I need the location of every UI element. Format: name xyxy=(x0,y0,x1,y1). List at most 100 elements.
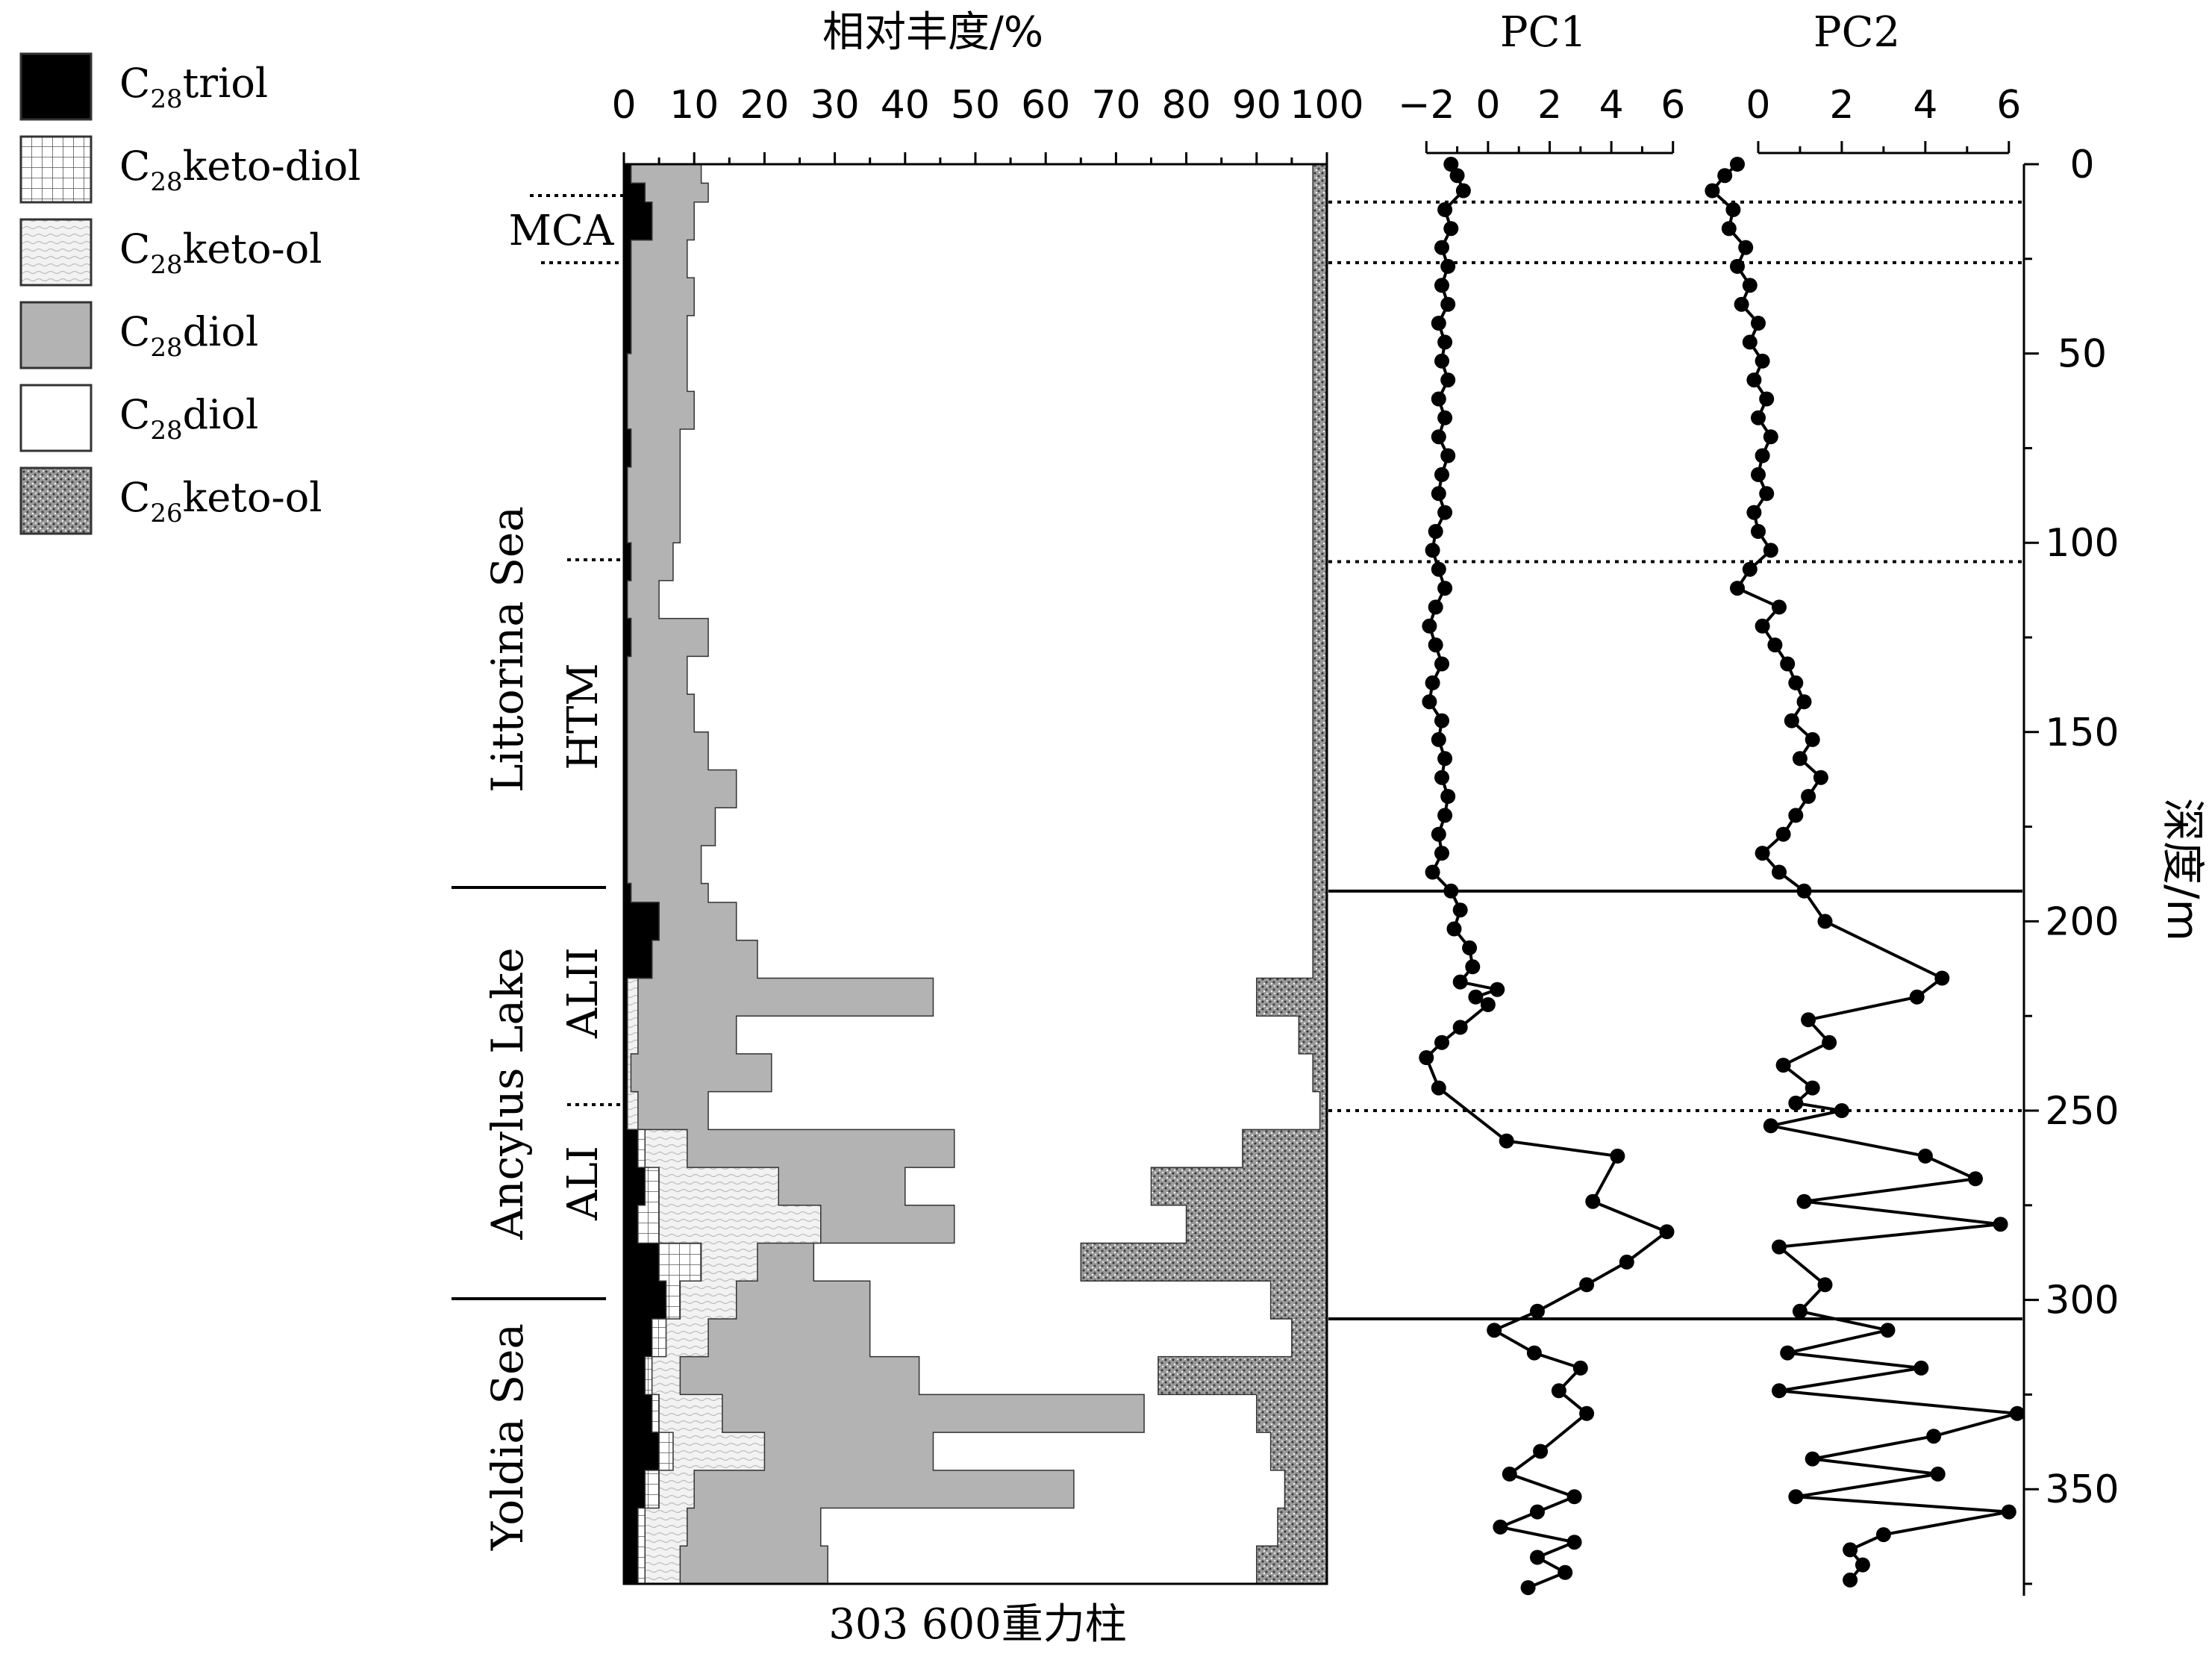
pc-lines xyxy=(1419,157,2025,1596)
pc1-point xyxy=(1428,637,1443,653)
pc2-point xyxy=(2010,1405,2025,1421)
stage-htm: HTM xyxy=(559,663,607,770)
pc2-point xyxy=(1796,883,1812,899)
pc-guide-lines xyxy=(1328,200,2022,1320)
core-label: 303 600重力柱 xyxy=(828,1600,1127,1649)
pc1-point xyxy=(1579,1277,1595,1293)
pc2-point xyxy=(1751,316,1766,331)
pc2-point xyxy=(1792,1303,1808,1319)
pc2-tick-label: 6 xyxy=(1996,83,2021,128)
pc1-point xyxy=(1431,391,1446,407)
depth-tick-label: 50 xyxy=(2058,332,2107,377)
pc2-point xyxy=(1738,240,1754,255)
pc1-point xyxy=(1434,278,1449,293)
depth-tick-label: 300 xyxy=(2045,1279,2119,1323)
depth-tick-label: 0 xyxy=(2069,143,2094,187)
pc1-point xyxy=(1610,1148,1625,1164)
pc1-point xyxy=(1434,466,1449,482)
pc2-point xyxy=(1788,1095,1804,1111)
pc1-point xyxy=(1452,1020,1468,1035)
pc1-point xyxy=(1437,334,1453,350)
pc1-point xyxy=(1455,183,1471,199)
depth-tick-label: 200 xyxy=(2045,899,2119,944)
pc2-point xyxy=(1909,989,1925,1005)
pc2-point xyxy=(1730,258,1745,274)
pc2-point xyxy=(1734,296,1749,312)
pc1-point xyxy=(1487,1323,1502,1338)
pc2-tick-label: 0 xyxy=(1746,83,1770,128)
legend-label-0: C28triol xyxy=(119,60,268,114)
pc1-point xyxy=(1425,864,1440,880)
pc1-point xyxy=(1434,846,1449,861)
pc2-point xyxy=(1759,391,1775,407)
abundance-x-axis: 0 10 20 30 40 50 60 70 80 90 100 xyxy=(611,83,1364,166)
pc2-point xyxy=(1788,808,1804,823)
pc2-point xyxy=(1934,970,1950,986)
pc2-point xyxy=(1763,1118,1778,1134)
pc2-point xyxy=(1917,1148,1933,1164)
legend-swatch-c28keto-diol xyxy=(19,135,93,204)
pc1-point xyxy=(1585,1193,1601,1209)
pc2-point xyxy=(1930,1466,1946,1482)
pc2-title: PC2 xyxy=(1813,8,1900,57)
abundance-tick-label: 20 xyxy=(740,83,789,128)
pc2-point xyxy=(1875,1527,1891,1543)
pc2-point xyxy=(1817,1277,1833,1293)
pc1-point xyxy=(1431,316,1446,331)
legend-swatch-c26keto-ol xyxy=(19,466,93,535)
pc1-point xyxy=(1480,997,1496,1012)
pc1-point xyxy=(1437,581,1453,596)
legend-label-4: C28diol xyxy=(119,391,258,446)
pc1-point xyxy=(1425,543,1440,558)
pc2-point xyxy=(1742,334,1758,350)
pc1-point xyxy=(1533,1444,1549,1459)
pc2-point xyxy=(1755,353,1770,369)
pc2-point xyxy=(1822,1034,1837,1050)
abundance-tick-label: 90 xyxy=(1232,83,1281,128)
pc2-point xyxy=(1817,914,1833,929)
pc1-point xyxy=(1422,618,1437,634)
pc2-point xyxy=(1730,581,1745,596)
depth-tick-label: 350 xyxy=(2045,1467,2119,1512)
abundance-tick-label: 0 xyxy=(611,83,636,128)
pc2-point xyxy=(1834,1103,1849,1118)
pc1-point xyxy=(1558,1564,1573,1580)
pc2-point xyxy=(1755,448,1770,464)
pc1-point xyxy=(1530,1303,1545,1319)
pc1-point xyxy=(1572,1360,1588,1376)
abundance-tick-label: 60 xyxy=(1021,83,1070,128)
pc1-point xyxy=(1440,296,1456,312)
stage-ali: ALI xyxy=(559,1146,607,1221)
pc2-point xyxy=(2001,1504,2016,1520)
pc1-point xyxy=(1428,599,1443,615)
legend-label-3: C28diol xyxy=(119,308,258,363)
pc2-point xyxy=(1801,789,1816,804)
pc2-point xyxy=(1725,202,1741,217)
stage-labels: MCA Littorina Sea HTM Ancylus Lake ALII … xyxy=(452,194,624,1551)
abundance-panel: 相对丰度/% 0 10 20 30 40 50 60 70 80 90 100 303 600重力柱 xyxy=(611,8,1363,1649)
pc2-tick-label: 4 xyxy=(1913,83,1937,128)
stage-alii: ALII xyxy=(559,947,607,1039)
pc2-point xyxy=(1742,278,1758,293)
pc2-point xyxy=(1751,524,1766,539)
pc1-point xyxy=(1659,1224,1675,1240)
legend-label-5: C26keto-ol xyxy=(119,474,322,528)
pc2-point xyxy=(1742,561,1758,577)
pc1-point xyxy=(1425,675,1440,690)
pc1-series-line xyxy=(1424,163,1670,1589)
pc1-point xyxy=(1434,353,1449,369)
pc1-point xyxy=(1526,1345,1542,1361)
pc1-point xyxy=(1431,1080,1446,1096)
pc1-point xyxy=(1449,168,1465,184)
abundance-tick-label: 50 xyxy=(951,83,1000,128)
pc1-point xyxy=(1428,524,1443,539)
pc1-point xyxy=(1468,989,1484,1005)
pc1-point xyxy=(1437,410,1453,425)
pc2-point xyxy=(1780,656,1796,672)
pc1-point xyxy=(1530,1504,1545,1520)
pc1-point xyxy=(1419,1050,1434,1065)
pc1-point xyxy=(1431,561,1446,577)
pc1-point xyxy=(1437,751,1453,767)
pc2-point xyxy=(1784,713,1799,728)
pc2-point xyxy=(1788,675,1804,690)
